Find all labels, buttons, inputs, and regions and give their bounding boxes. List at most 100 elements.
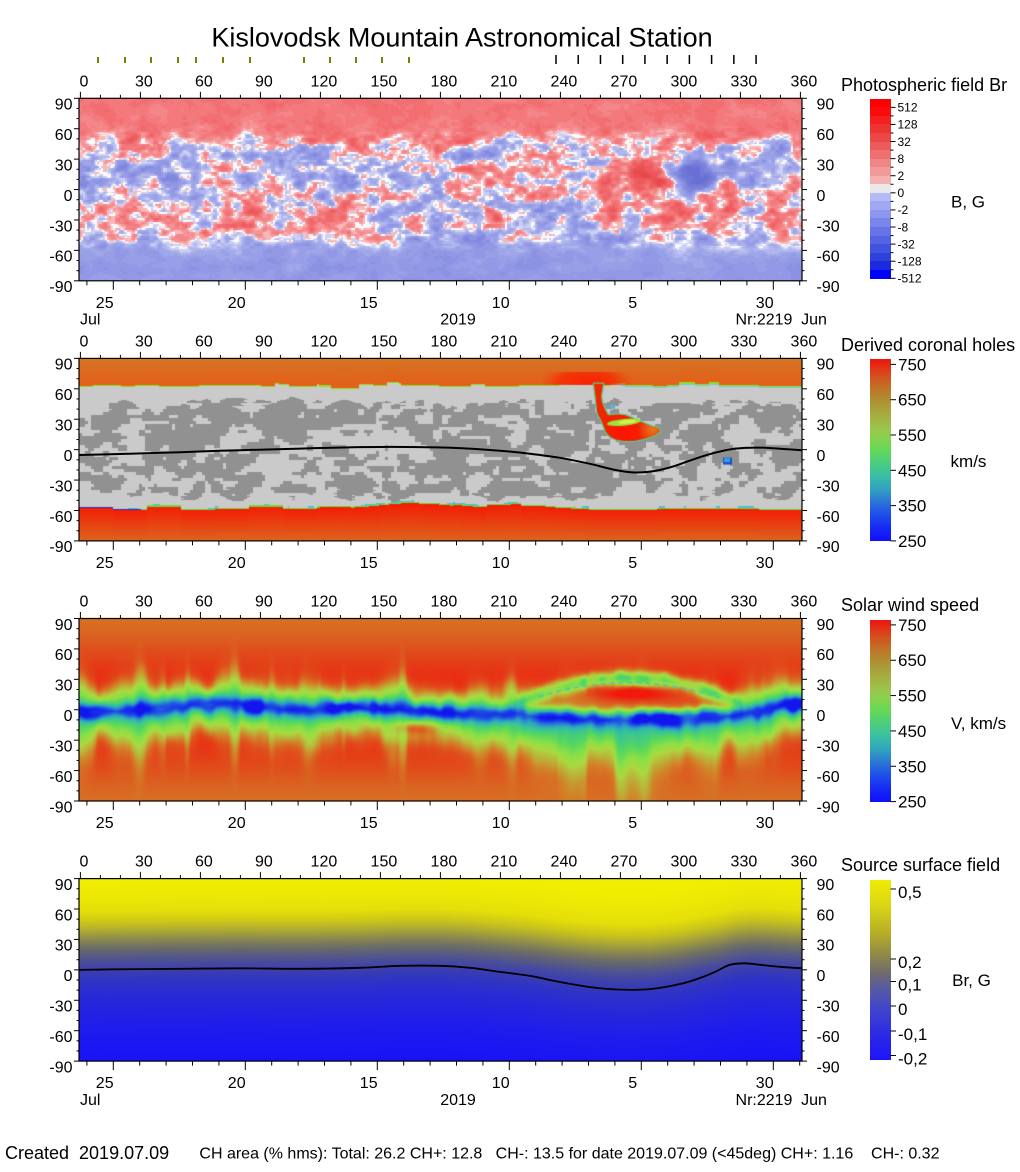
- svg-text:30: 30: [135, 594, 153, 611]
- svg-text:Jul: Jul: [80, 1092, 100, 1109]
- svg-text:0: 0: [817, 188, 826, 205]
- svg-text:240: 240: [551, 334, 578, 351]
- svg-text:-90: -90: [817, 279, 840, 296]
- svg-text:30: 30: [817, 938, 835, 955]
- svg-text:180: 180: [431, 73, 458, 90]
- svg-text:90: 90: [255, 73, 273, 90]
- svg-text:-128: -128: [898, 255, 922, 269]
- svg-text:60: 60: [55, 647, 73, 664]
- svg-text:km/s: km/s: [951, 452, 987, 471]
- svg-text:60: 60: [55, 387, 73, 404]
- svg-text:V, km/s: V, km/s: [951, 714, 1006, 733]
- svg-text:8: 8: [898, 152, 905, 166]
- svg-text:-30: -30: [49, 999, 72, 1016]
- svg-text:0: 0: [64, 188, 73, 205]
- svg-text:30: 30: [756, 815, 774, 832]
- svg-text:30: 30: [756, 295, 774, 312]
- svg-text:0: 0: [898, 186, 905, 200]
- svg-text:5: 5: [628, 295, 637, 312]
- svg-text:150: 150: [371, 854, 398, 871]
- svg-text:240: 240: [551, 73, 578, 90]
- svg-text:30: 30: [55, 938, 73, 955]
- svg-text:300: 300: [671, 73, 698, 90]
- svg-text:60: 60: [195, 334, 213, 351]
- svg-text:512: 512: [898, 101, 918, 115]
- svg-text:-60: -60: [817, 1029, 840, 1046]
- svg-text:250: 250: [898, 793, 926, 812]
- svg-text:60: 60: [817, 907, 835, 924]
- svg-text:30: 30: [55, 678, 73, 695]
- svg-text:30: 30: [817, 418, 835, 435]
- svg-text:120: 120: [311, 594, 338, 611]
- svg-text:-90: -90: [817, 539, 840, 556]
- svg-text:650: 650: [898, 391, 926, 410]
- svg-text:300: 300: [671, 334, 698, 351]
- svg-text:90: 90: [817, 357, 835, 374]
- svg-text:-30: -30: [817, 478, 840, 495]
- svg-text:60: 60: [195, 73, 213, 90]
- svg-text:Nr:2219: Nr:2219: [736, 1092, 793, 1109]
- svg-text:60: 60: [817, 387, 835, 404]
- svg-text:-90: -90: [49, 279, 72, 296]
- svg-text:-60: -60: [49, 249, 72, 266]
- svg-text:30: 30: [817, 678, 835, 695]
- svg-text:25: 25: [96, 815, 114, 832]
- svg-text:210: 210: [491, 594, 518, 611]
- svg-text:128: 128: [898, 118, 918, 132]
- svg-text:-32: -32: [898, 237, 916, 251]
- svg-text:240: 240: [551, 594, 578, 611]
- svg-text:Photospheric field Br: Photospheric field Br: [841, 75, 1007, 95]
- svg-text:Nr:2219: Nr:2219: [736, 312, 793, 329]
- svg-text:15: 15: [360, 555, 378, 572]
- svg-text:-60: -60: [817, 769, 840, 786]
- svg-text:-60: -60: [817, 509, 840, 526]
- svg-text:-30: -30: [817, 999, 840, 1016]
- svg-text:Jun: Jun: [801, 1092, 827, 1109]
- svg-text:25: 25: [96, 555, 114, 572]
- svg-text:-0,2: -0,2: [898, 1050, 927, 1069]
- svg-text:0: 0: [79, 594, 88, 611]
- svg-text:30: 30: [135, 334, 153, 351]
- svg-text:-90: -90: [49, 799, 72, 816]
- svg-text:360: 360: [791, 854, 818, 871]
- svg-text:120: 120: [311, 73, 338, 90]
- svg-text:Kislovodsk Mountain Astronomic: Kislovodsk Mountain Astronomical Station: [211, 23, 712, 53]
- svg-text:650: 650: [898, 651, 926, 670]
- svg-text:330: 330: [731, 73, 758, 90]
- svg-text:360: 360: [791, 594, 818, 611]
- svg-text:30: 30: [55, 157, 73, 174]
- svg-text:270: 270: [611, 73, 638, 90]
- svg-text:-2: -2: [898, 203, 909, 217]
- svg-text:270: 270: [611, 594, 638, 611]
- svg-text:30: 30: [55, 418, 73, 435]
- svg-text:-90: -90: [817, 799, 840, 816]
- svg-text:90: 90: [255, 854, 273, 871]
- svg-text:30: 30: [817, 157, 835, 174]
- svg-text:90: 90: [55, 97, 73, 114]
- svg-text:25: 25: [96, 1075, 114, 1092]
- svg-text:-30: -30: [49, 738, 72, 755]
- svg-text:270: 270: [611, 854, 638, 871]
- svg-text:-90: -90: [49, 539, 72, 556]
- svg-text:10: 10: [492, 815, 510, 832]
- svg-text:60: 60: [195, 594, 213, 611]
- svg-text:20: 20: [228, 555, 246, 572]
- svg-text:-60: -60: [49, 1029, 72, 1046]
- svg-text:330: 330: [731, 594, 758, 611]
- svg-text:60: 60: [195, 854, 213, 871]
- svg-text:-90: -90: [817, 1059, 840, 1076]
- svg-text:-0,1: -0,1: [898, 1025, 927, 1044]
- svg-text:150: 150: [371, 594, 398, 611]
- svg-text:120: 120: [311, 854, 338, 871]
- svg-text:CH area (% hms): Total: 26.2 C: CH area (% hms): Total: 26.2 CH+: 12.8 C…: [199, 1146, 939, 1163]
- svg-text:90: 90: [55, 617, 73, 634]
- svg-text:15: 15: [360, 1075, 378, 1092]
- svg-text:450: 450: [898, 722, 926, 741]
- svg-text:180: 180: [431, 594, 458, 611]
- svg-text:0: 0: [817, 708, 826, 725]
- svg-text:180: 180: [431, 334, 458, 351]
- svg-text:210: 210: [491, 73, 518, 90]
- svg-text:0: 0: [79, 854, 88, 871]
- svg-text:15: 15: [360, 295, 378, 312]
- svg-text:-30: -30: [49, 218, 72, 235]
